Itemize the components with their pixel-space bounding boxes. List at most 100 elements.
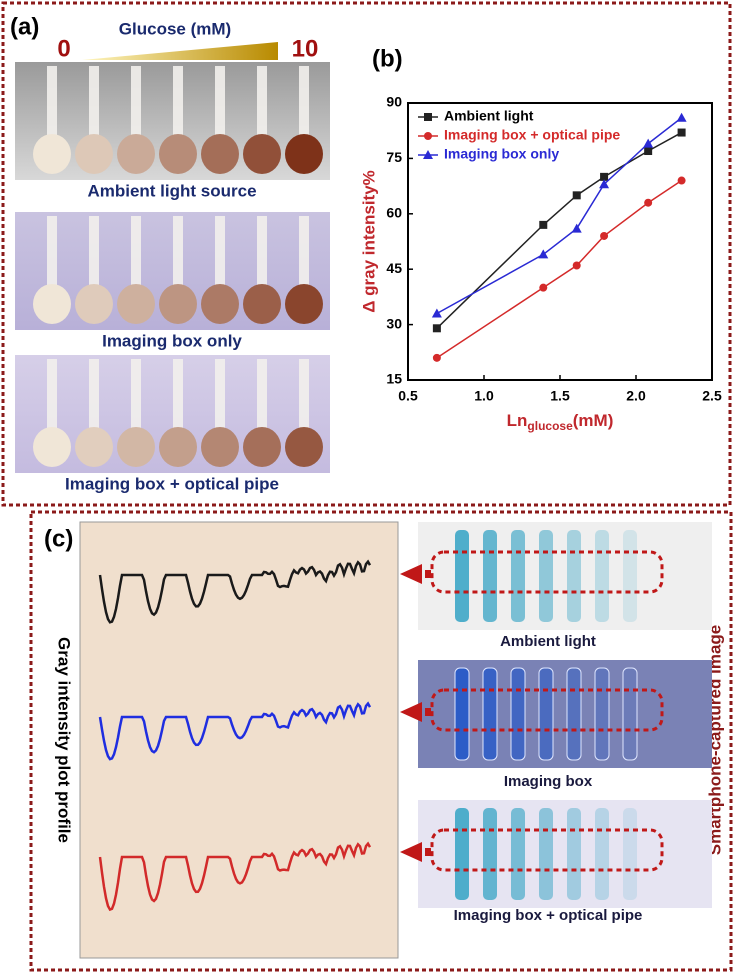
photo-caption: Imaging box + optical pipe bbox=[65, 474, 279, 493]
test-strip bbox=[455, 808, 469, 900]
strip-stem bbox=[47, 66, 57, 136]
panel-label: (b) bbox=[372, 45, 403, 72]
roi-arrow bbox=[400, 564, 422, 584]
image-caption: Imaging box + optical pipe bbox=[454, 907, 643, 924]
roi-box bbox=[430, 828, 664, 872]
strip-pad bbox=[117, 427, 155, 467]
strip-stem bbox=[131, 216, 141, 286]
strip-pad bbox=[201, 284, 239, 324]
marker bbox=[600, 172, 609, 181]
strip-pad bbox=[33, 284, 71, 324]
profile-curve bbox=[98, 701, 372, 761]
y-tick-label: 90 bbox=[386, 94, 402, 110]
series-line bbox=[436, 179, 683, 359]
strip-pad bbox=[117, 134, 155, 174]
test-strip bbox=[539, 808, 553, 900]
x-tick-label: 0.5 bbox=[398, 388, 418, 404]
roi-box bbox=[430, 550, 664, 594]
strip-pad bbox=[33, 427, 71, 467]
y-axis-label: Δ gray intensity% bbox=[359, 170, 378, 313]
strip-pad bbox=[117, 284, 155, 324]
strip-stem bbox=[131, 66, 141, 136]
x-axis-label-part: Ln bbox=[507, 411, 528, 430]
x-tick-label: 1.0 bbox=[474, 388, 494, 404]
strip-pad bbox=[285, 134, 323, 174]
roi-arrow-tail bbox=[425, 708, 431, 716]
image-caption: Ambient light bbox=[500, 633, 596, 650]
roi-arrow-tail bbox=[425, 570, 431, 578]
strip-stem bbox=[173, 66, 183, 136]
strip-pad bbox=[201, 427, 239, 467]
strip-stem bbox=[89, 216, 99, 286]
strip-stem bbox=[89, 66, 99, 136]
x-tick-label: 2.0 bbox=[626, 388, 646, 404]
test-strip bbox=[538, 667, 554, 761]
test-strip bbox=[539, 530, 553, 622]
marker bbox=[539, 220, 548, 229]
marker bbox=[432, 353, 441, 362]
scale-max: 10 bbox=[292, 35, 319, 62]
test-strip bbox=[511, 808, 525, 900]
marker bbox=[572, 191, 581, 200]
scale-min: 0 bbox=[57, 35, 70, 62]
y-tick-label: 30 bbox=[386, 315, 402, 331]
test-strip bbox=[623, 530, 637, 622]
test-strip bbox=[510, 667, 526, 761]
test-strip bbox=[623, 808, 637, 900]
test-strip bbox=[483, 808, 497, 900]
marker bbox=[572, 261, 581, 270]
scale-wedge bbox=[82, 42, 278, 60]
marker bbox=[538, 249, 549, 259]
left-title: Gray intensity plot profile bbox=[55, 637, 74, 843]
strip-stem bbox=[131, 359, 141, 429]
strip-stem bbox=[173, 359, 183, 429]
scale-title: Glucose (mM) bbox=[119, 19, 231, 38]
legend-label: Imaging box + optical pipe bbox=[444, 127, 620, 143]
strip-pad bbox=[75, 427, 113, 467]
image-caption: Imaging box bbox=[504, 773, 593, 790]
legend-label: Ambient light bbox=[444, 108, 534, 124]
strip-stem bbox=[215, 66, 225, 136]
test-strip bbox=[482, 667, 498, 761]
test-strip bbox=[595, 530, 609, 622]
marker bbox=[431, 308, 442, 318]
strip-stem bbox=[257, 66, 267, 136]
strip-stem bbox=[299, 359, 309, 429]
series-line bbox=[436, 117, 683, 315]
x-axis-label-part: glucose bbox=[527, 419, 573, 433]
panel-label: (a) bbox=[10, 13, 39, 40]
photo-caption: Ambient light source bbox=[87, 181, 256, 200]
x-tick-label: 2.5 bbox=[702, 388, 722, 404]
profile-curve bbox=[98, 559, 372, 624]
marker bbox=[676, 112, 687, 122]
legend-marker bbox=[424, 113, 432, 121]
test-strip bbox=[454, 667, 470, 761]
legend-marker bbox=[424, 132, 432, 140]
strip-stem bbox=[89, 359, 99, 429]
y-tick-label: 45 bbox=[386, 260, 402, 276]
marker bbox=[677, 176, 686, 185]
strip-pad bbox=[75, 284, 113, 324]
test-strip bbox=[566, 667, 582, 761]
panel-label: (c) bbox=[44, 525, 73, 552]
test-strip bbox=[594, 667, 610, 761]
strip-stem bbox=[299, 216, 309, 286]
panel-border bbox=[1, 1, 732, 507]
photo-caption: Imaging box only bbox=[102, 331, 242, 350]
strip-pad bbox=[33, 134, 71, 174]
y-tick-label: 75 bbox=[386, 149, 402, 165]
roi-arrow bbox=[400, 842, 422, 862]
marker bbox=[539, 283, 548, 292]
strip-pad bbox=[243, 134, 281, 174]
marker bbox=[432, 324, 441, 333]
marker bbox=[644, 198, 653, 207]
roi-arrow bbox=[400, 702, 422, 722]
strip-stem bbox=[257, 216, 267, 286]
test-strip bbox=[511, 530, 525, 622]
marker bbox=[599, 179, 610, 189]
strip-stem bbox=[215, 216, 225, 286]
test-strip bbox=[595, 808, 609, 900]
strip-pad bbox=[243, 427, 281, 467]
test-strip bbox=[622, 667, 638, 761]
test-strip bbox=[455, 530, 469, 622]
